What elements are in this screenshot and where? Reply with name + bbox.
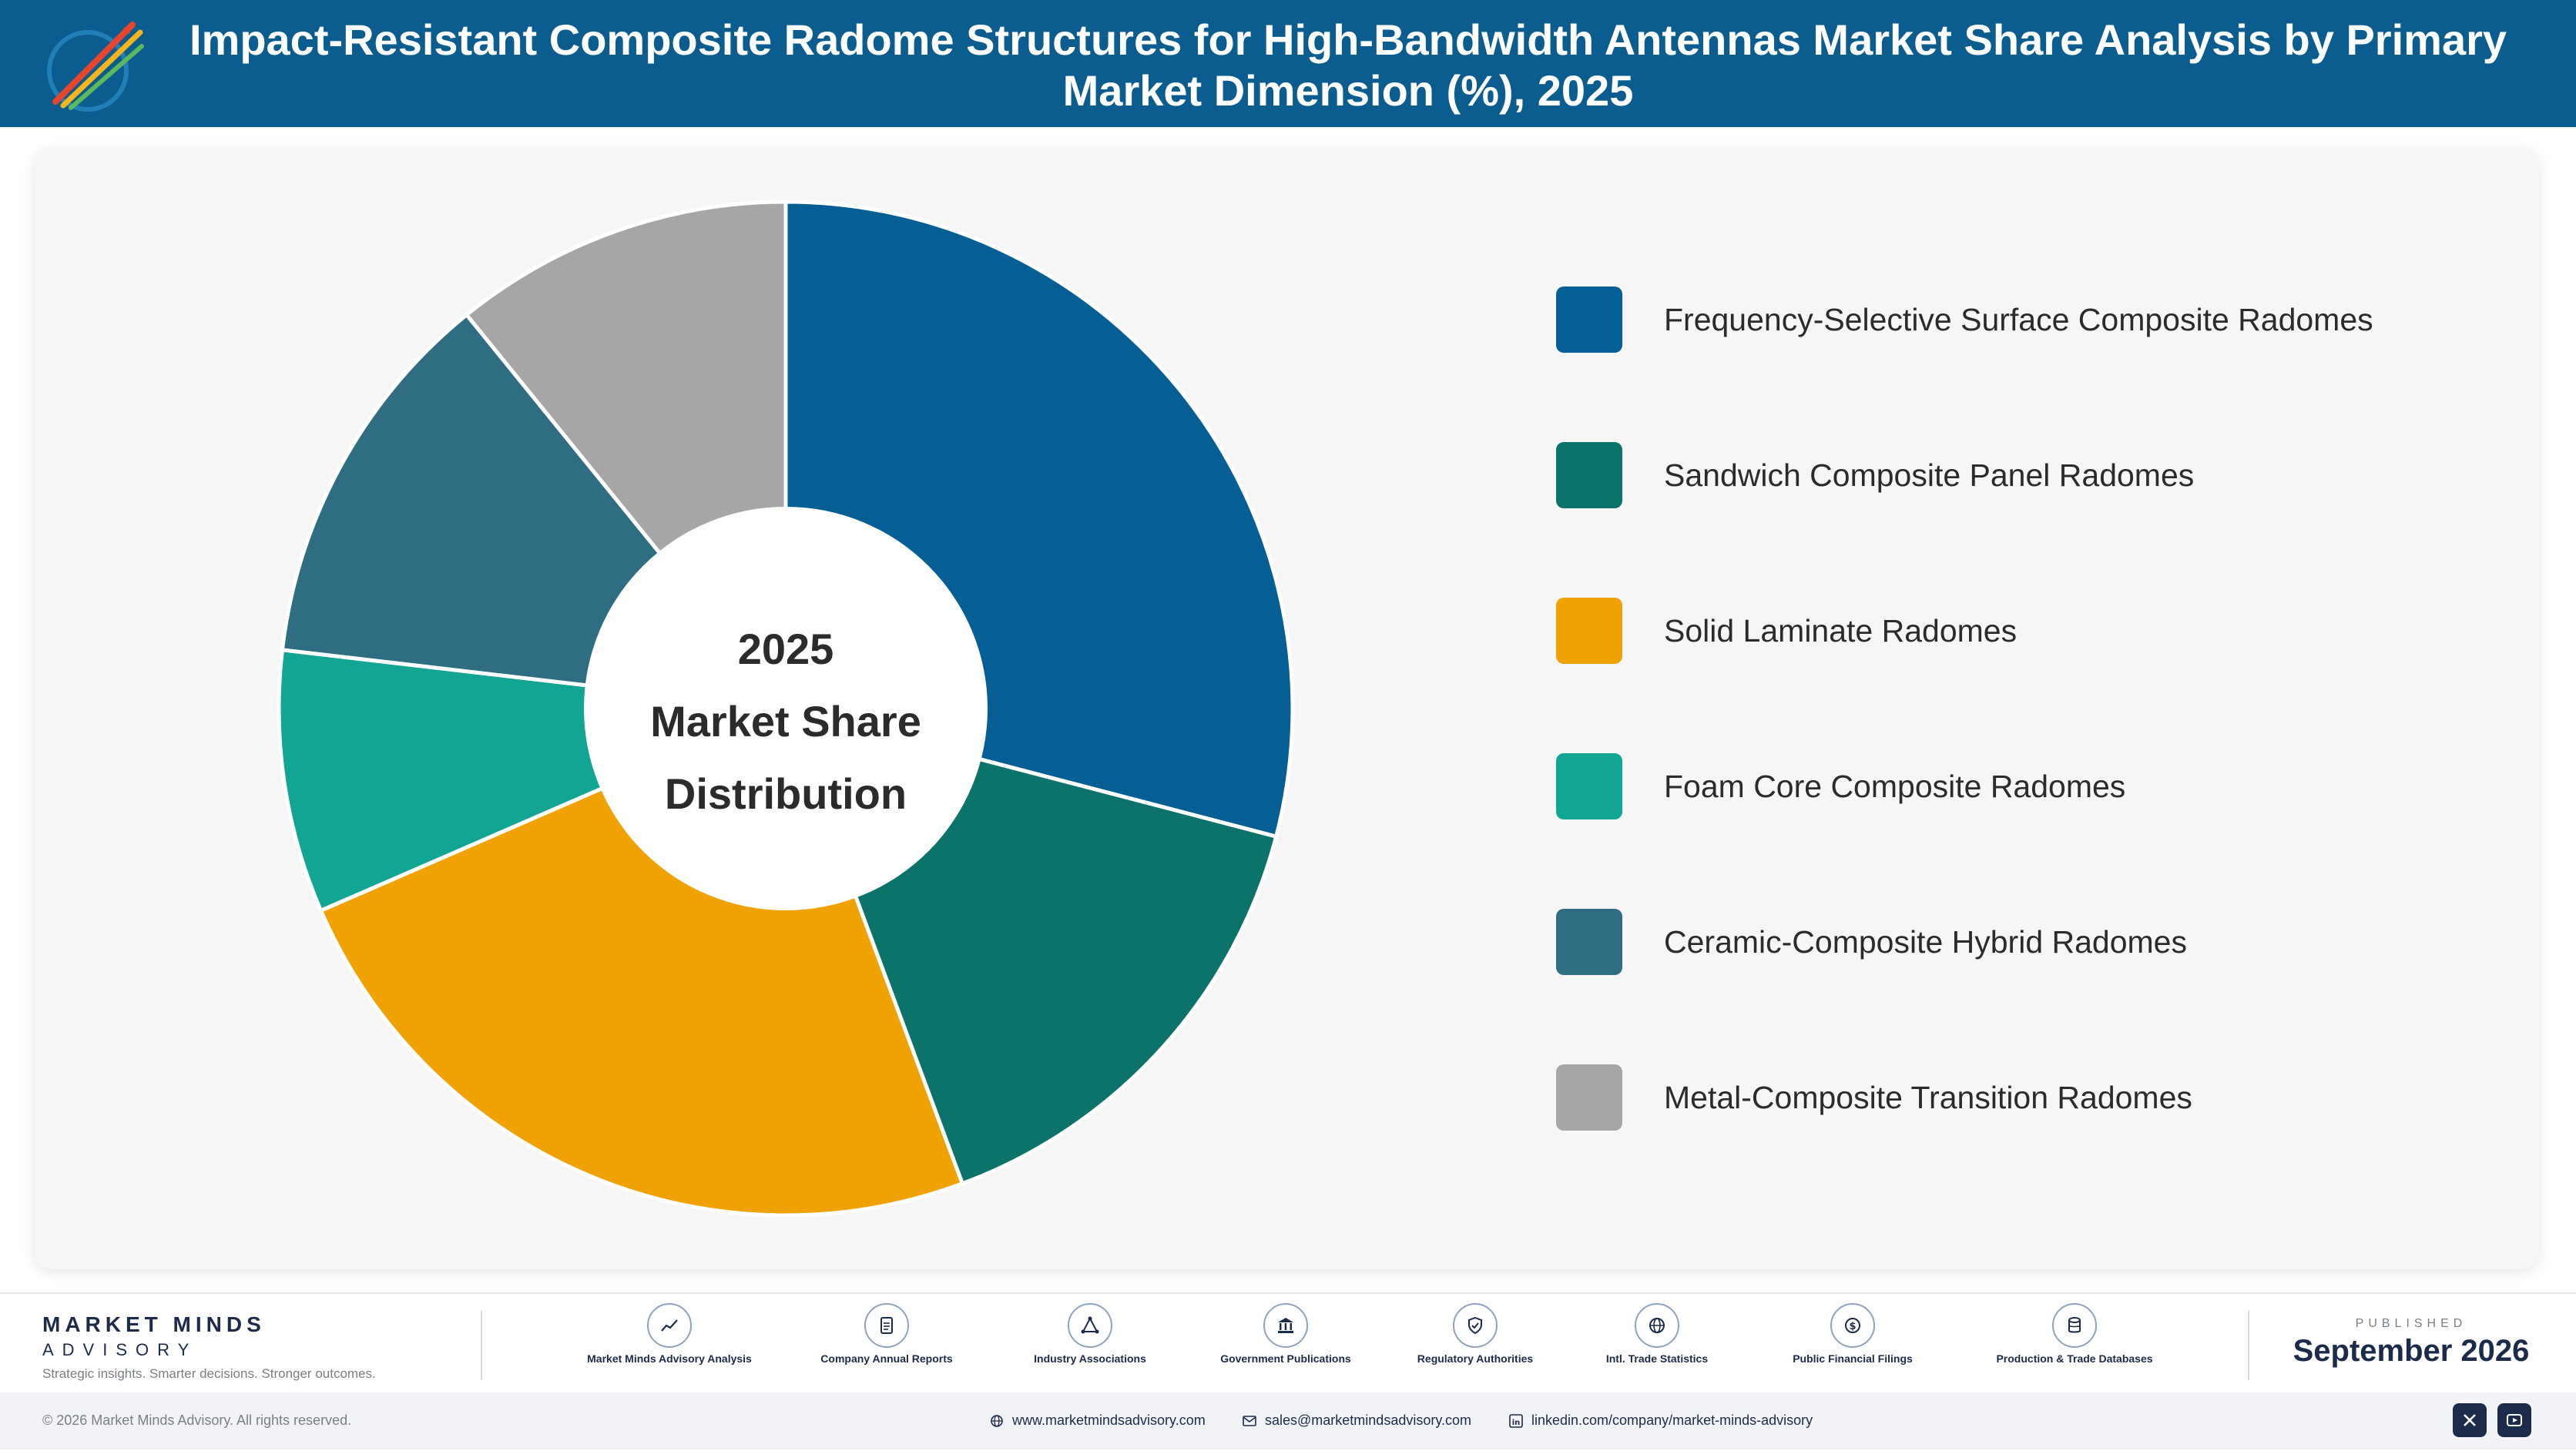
legend-swatch [1556,1064,1622,1131]
footer-divider [481,1311,482,1380]
published-label: PUBLISHED [2355,1317,2467,1330]
page-title: Impact-Resistant Composite Radome Struct… [189,15,2507,115]
footer-divider [2248,1311,2249,1380]
bottom-bar: © 2026 Market Minds Advisory. All rights… [0,1392,2576,1449]
network-icon [1068,1303,1112,1348]
youtube-icon [2507,1414,2522,1426]
header-bar: Impact-Resistant Composite Radome Struct… [0,0,2576,127]
svg-text:in: in [1512,1419,1521,1427]
legend-item: Foam Core Composite Radomes [1556,753,2125,819]
center-label-line2: Market Share [650,697,921,746]
source-label: Production & Trade Databases [1996,1352,2153,1365]
legend-swatch [1556,909,1622,975]
source-item: Government Publications [1197,1303,1374,1366]
legend-swatch [1556,287,1622,353]
source-item: Regulatory Authorities [1387,1303,1564,1366]
legend-item: Sandwich Composite Panel Radomes [1556,442,2194,508]
published-date: September 2026 [2293,1334,2530,1368]
brand-subtitle: ADVISORY [42,1340,198,1359]
source-item: Intl. Trade Statistics [1568,1303,1746,1366]
legend-label: Sandwich Composite Panel Radomes [1664,457,2195,493]
source-item: Company Annual Reports [798,1303,975,1366]
x-social-button[interactable] [2453,1403,2487,1437]
government-building-icon [1263,1303,1308,1348]
source-label: Government Publications [1220,1352,1351,1365]
source-label: Intl. Trade Statistics [1605,1352,1709,1365]
copyright-text: © 2026 Market Minds Advisory. All rights… [42,1412,352,1428]
legend-swatch [1556,598,1622,664]
center-label-year: 2025 [738,625,834,673]
legend-item: Solid Laminate Radomes [1556,598,2017,664]
brand-tagline: Strategic insights. Smarter decisions. S… [42,1366,376,1381]
source-label: Industry Associations [1034,1352,1146,1365]
shield-check-icon [1453,1303,1498,1348]
database-icon [2052,1303,2097,1348]
website-link[interactable]: www.marketmindsadvisory.com [989,1412,1206,1429]
mail-icon [1243,1415,1256,1426]
legend-swatch [1556,753,1622,819]
globe-icon [1635,1303,1679,1348]
svg-text:$: $ [1849,1321,1856,1332]
email-text: sales@marketmindsadvisory.com [1265,1412,1472,1428]
source-label: Public Financial Filings [1793,1352,1913,1365]
source-label: Company Annual Reports [820,1352,953,1365]
legend-label: Metal-Composite Transition Radomes [1664,1079,2192,1115]
linkedin-link[interactable]: in linkedin.com/company/market-minds-adv… [1508,1412,1813,1429]
donut-center-hole [584,507,988,910]
linkedin-text: linkedin.com/company/market-minds-adviso… [1531,1412,1813,1428]
center-label-line3: Distribution [665,769,907,818]
legend-swatch [1556,442,1622,508]
legend-label: Foam Core Composite Radomes [1664,768,2126,804]
document-icon [864,1303,909,1348]
x-logo-icon [2464,1414,2476,1426]
linkedin-icon: in [1509,1413,1523,1428]
trend-chart-icon [647,1303,692,1348]
source-label: Market Minds Advisory Analysis [587,1352,752,1365]
legend-label: Frequency-Selective Surface Composite Ra… [1664,301,2373,337]
company-logo-icon [47,22,144,112]
legend-label: Ceramic-Composite Hybrid Radomes [1664,923,2187,960]
source-item: Market Minds Advisory Analysis [581,1303,758,1366]
legend-label: Solid Laminate Radomes [1664,612,2018,648]
legend-item: Ceramic-Composite Hybrid Radomes [1556,909,2187,975]
legend-item: Metal-Composite Transition Radomes [1556,1064,2192,1131]
youtube-social-button[interactable] [2497,1403,2531,1437]
website-text: www.marketmindsadvisory.com [1012,1412,1206,1428]
dollar-coin-icon: $ [1830,1303,1875,1348]
source-label: Regulatory Authorities [1417,1352,1534,1365]
source-item: Production & Trade Databases [1986,1303,2163,1366]
globe-icon [991,1414,1003,1427]
source-item: $ Public Financial Filings [1764,1303,1941,1366]
legend-item: Frequency-Selective Surface Composite Ra… [1556,287,2373,353]
email-link[interactable]: sales@marketmindsadvisory.com [1242,1412,1471,1429]
brand-name: MARKET MINDS [42,1312,266,1336]
source-item: Industry Associations [1001,1303,1179,1366]
